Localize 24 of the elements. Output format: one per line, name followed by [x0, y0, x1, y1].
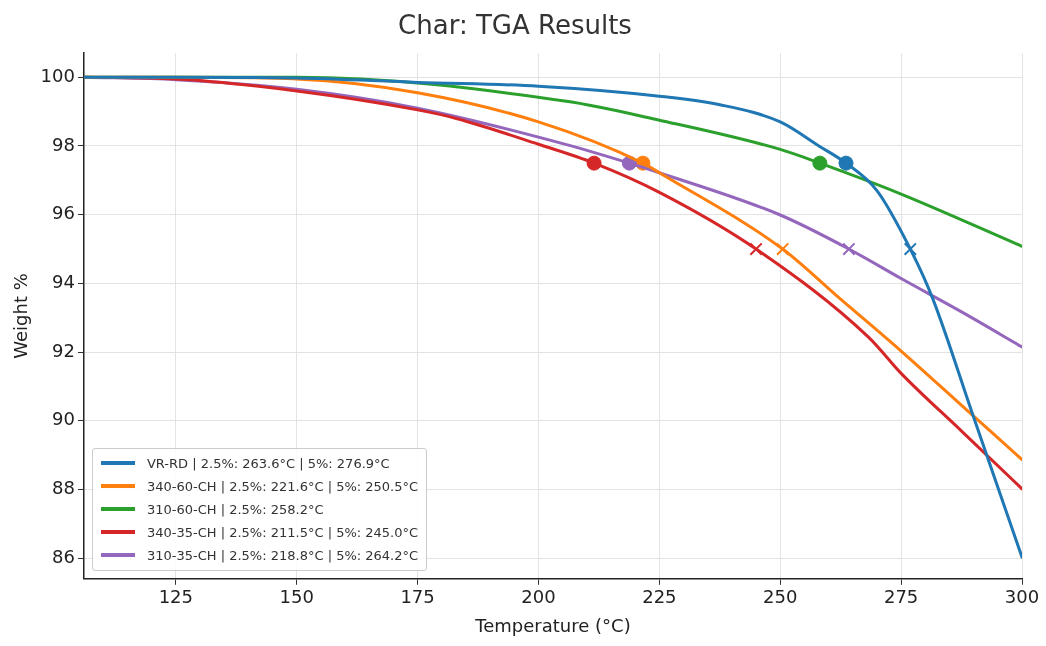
legend-label: 340-60-CH | 2.5%: 221.6°C | 5%: 250.5°C — [146, 478, 419, 494]
y-tick-label: 98 — [52, 133, 75, 155]
x-tick-label: 175 — [400, 586, 435, 608]
x-tick-label: 125 — [158, 586, 194, 608]
y-axis-title: Weight % — [10, 273, 32, 359]
x-tick-label: 225 — [642, 586, 677, 608]
legend-label: 340-35-CH | 2.5%: 211.5°C | 5%: 245.0°C — [146, 524, 419, 540]
y-tick-label: 90 — [52, 408, 75, 430]
y-tick-label: 100 — [40, 64, 75, 86]
y-tick-label: 94 — [52, 271, 75, 293]
x-axis-title: Temperature (°C) — [474, 614, 631, 636]
chart-title: Char: TGA Results — [398, 10, 632, 41]
x-tick-label: 150 — [279, 586, 314, 608]
y-tick-label: 88 — [52, 477, 75, 499]
legend-label: VR-RD | 2.5%: 263.6°C | 5%: 276.9°C — [146, 455, 390, 471]
y-tick-label: 96 — [52, 202, 75, 224]
y-tick-label: 92 — [52, 339, 75, 361]
x-tick-label: 300 — [1004, 586, 1040, 608]
legend-label: 310-35-CH | 2.5%: 218.8°C | 5%: 264.2°C — [146, 547, 419, 563]
legend-label: 310-60-CH | 2.5%: 258.2°C — [146, 501, 324, 517]
x-tick-label: 250 — [763, 586, 798, 608]
x-tick-label: 275 — [883, 586, 919, 608]
x-tick-label: 200 — [521, 586, 556, 608]
y-tick-label: 86 — [52, 545, 75, 567]
